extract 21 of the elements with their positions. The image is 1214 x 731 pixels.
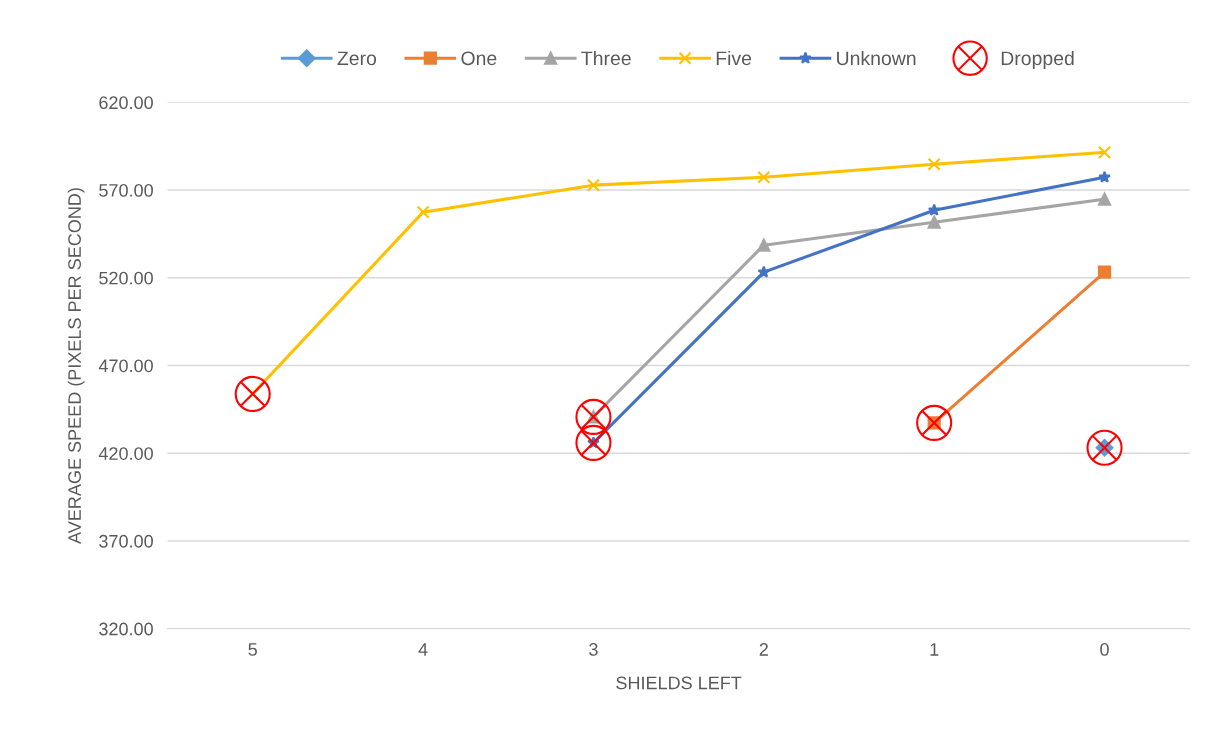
x-tick-label: 5 bbox=[248, 643, 257, 656]
y-axis-title: AVERAGE SPEED (PIXELS PER SECOND) bbox=[67, 188, 85, 544]
y-tick-label: 620.00 bbox=[99, 96, 153, 110]
x-tick-label: 4 bbox=[418, 643, 428, 656]
y-tick-label: 570.00 bbox=[99, 183, 153, 197]
y-tick-label: 520.00 bbox=[99, 271, 153, 285]
legend-label: Three bbox=[581, 50, 631, 66]
legend-label: Unknown bbox=[837, 50, 916, 66]
legend-label: Dropped bbox=[1001, 50, 1074, 70]
x-tick-label: 3 bbox=[589, 643, 598, 656]
x-axis-title: SHIELDS LEFT bbox=[616, 676, 742, 690]
y-tick-label: 320.00 bbox=[99, 622, 153, 636]
legend-label: Five bbox=[716, 50, 752, 66]
y-tick-label: 370.00 bbox=[99, 534, 153, 548]
x-tick-label: 0 bbox=[1100, 643, 1109, 656]
y-tick-label: 420.00 bbox=[98, 447, 153, 460]
legend-label: Zero bbox=[337, 51, 377, 66]
x-tick-label: 2 bbox=[759, 643, 768, 656]
y-tick-label: 470.00 bbox=[98, 359, 153, 373]
x-tick-label: 1 bbox=[930, 643, 939, 656]
legend-label: One bbox=[461, 51, 497, 66]
